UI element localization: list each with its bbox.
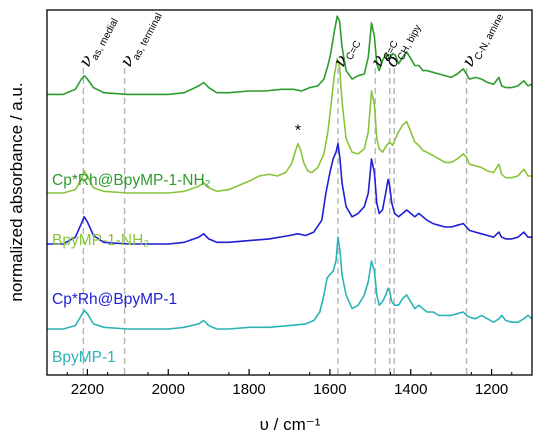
series-lines (47, 15, 533, 330)
x-tick-label: 1200 (475, 381, 508, 398)
series-line (47, 142, 532, 245)
x-tick-label: 2200 (71, 381, 104, 398)
x-tick-label: 1600 (313, 381, 346, 398)
asterisk-annotation: * (295, 123, 301, 140)
series-labels: Cp*Rh@BpyMP-1-NH₂ BpyMP-1-NH₂ Cp*Rh@BpyM… (52, 172, 211, 366)
series-label-bpymp-1: BpyMP-1 (52, 349, 116, 366)
series-line (47, 236, 533, 330)
series-line (47, 15, 533, 96)
series-line (47, 57, 532, 194)
peak-label: νas, medial (75, 12, 121, 72)
peak-label: νC=C (330, 34, 364, 71)
x-axis-label: υ / cm⁻¹ (260, 415, 321, 434)
x-tick-label: 1800 (232, 381, 265, 398)
x-axis-ticks: 2200 2000 1800 1600 1400 1200 (66, 369, 513, 398)
peak-label: νas, terminal (116, 6, 165, 71)
series-label-cprh-bpymp-1-nh2: Cp*Rh@BpyMP-1-NH₂ (52, 172, 211, 189)
series-label-cprh-bpymp-1: Cp*Rh@BpyMP-1 (52, 291, 177, 308)
y-axis-label: normalized absorbance / a.u. (7, 82, 26, 301)
peak-label: νC-N, amine (458, 7, 506, 71)
plot-frame (46, 9, 533, 376)
x-tick-label: 1400 (394, 381, 427, 398)
series-label-bpymp-1-nh2: BpyMP-1-NH₂ (52, 232, 149, 249)
x-tick-label: 2000 (152, 381, 185, 398)
annotations: * (295, 123, 301, 140)
